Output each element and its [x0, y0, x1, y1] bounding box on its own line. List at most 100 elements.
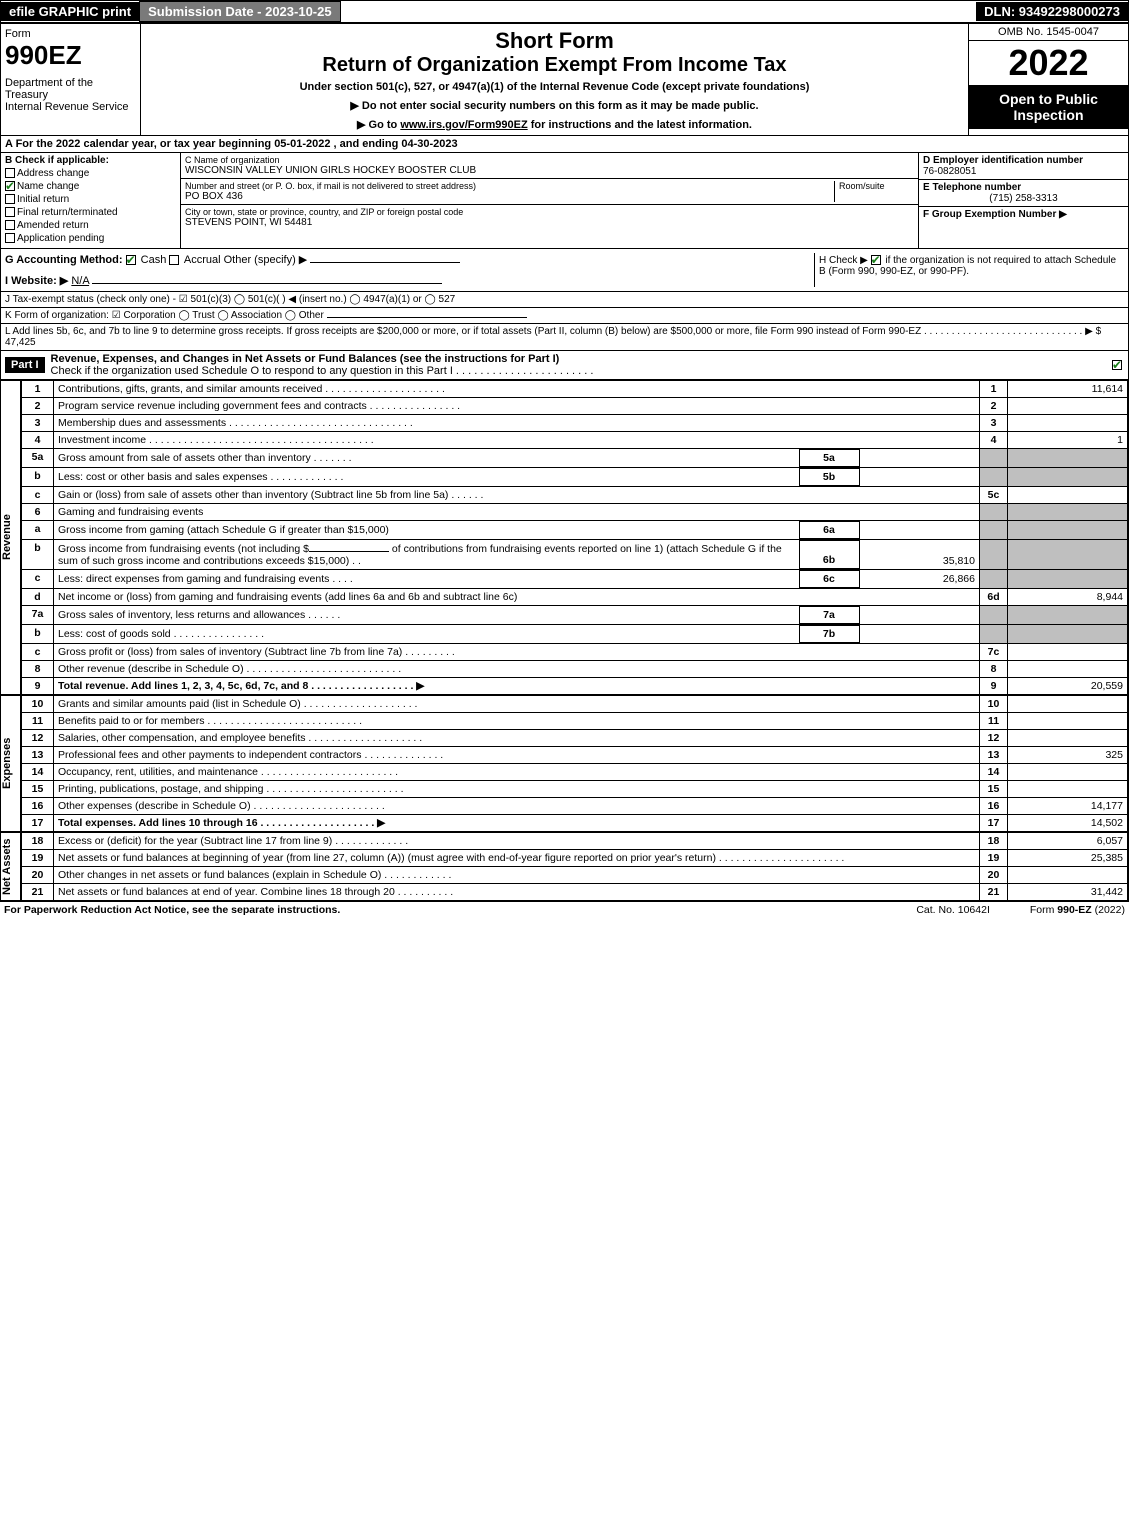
dept-label: Department of the Treasury Internal Reve…	[5, 77, 136, 113]
website-val: N/A	[71, 275, 89, 287]
phone-val: (715) 258-3313	[923, 193, 1124, 204]
line-13: 13Professional fees and other payments t…	[22, 747, 1128, 764]
row-g: G Accounting Method: Cash Accrual Other …	[5, 253, 814, 287]
phone-row: E Telephone number (715) 258-3313	[919, 180, 1128, 207]
open-public: Open to Public Inspection	[969, 85, 1128, 129]
form-header: Form 990EZ Department of the Treasury In…	[1, 24, 1128, 136]
website-line	[92, 283, 442, 284]
cb-address-change[interactable]: Address change	[5, 168, 176, 179]
cb-cash[interactable]	[126, 255, 136, 265]
expenses-side-label: Expenses	[1, 695, 21, 832]
revenue-section: Revenue 1Contributions, gifts, grants, a…	[1, 380, 1128, 695]
line-1: 1Contributions, gifts, grants, and simil…	[22, 381, 1128, 398]
line-11: 11Benefits paid to or for members . . . …	[22, 713, 1128, 730]
cb-name-change[interactable]: Name change	[5, 181, 176, 192]
line-20: 20Other changes in net assets or fund ba…	[22, 867, 1128, 884]
city-row: City or town, state or province, country…	[181, 205, 918, 230]
group-label: F Group Exemption Number ▶	[923, 209, 1067, 220]
cb-accrual[interactable]	[169, 255, 179, 265]
room-label: Room/suite	[839, 181, 914, 191]
ein-row: D Employer identification number 76-0828…	[919, 153, 1128, 180]
header-right: OMB No. 1545-0047 2022 Open to Public In…	[968, 24, 1128, 135]
line-10: 10Grants and similar amounts paid (list …	[22, 696, 1128, 713]
line-7c: cGross profit or (loss) from sales of in…	[22, 644, 1128, 661]
addr-row: Number and street (or P. O. box, if mail…	[181, 179, 918, 205]
cb-amended[interactable]: Amended return	[5, 220, 176, 231]
line-14: 14Occupancy, rent, utilities, and mainte…	[22, 764, 1128, 781]
city-label: City or town, state or province, country…	[185, 207, 914, 217]
netassets-section: Net Assets 18Excess or (deficit) for the…	[1, 832, 1128, 901]
col-c: C Name of organization WISCONSIN VALLEY …	[181, 153, 918, 248]
omb-number: OMB No. 1545-0047	[969, 24, 1128, 41]
form-title: Return of Organization Exempt From Incom…	[149, 54, 960, 77]
row-h: H Check ▶ if the organization is not req…	[814, 253, 1124, 287]
part-i-sub: Check if the organization used Schedule …	[51, 365, 594, 377]
footer-mid: Cat. No. 10642I	[916, 904, 990, 916]
under-section: Under section 501(c), 527, or 4947(a)(1)…	[149, 81, 960, 93]
goto-pre: ▶ Go to	[357, 119, 400, 131]
page-footer: For Paperwork Reduction Act Notice, see …	[0, 902, 1129, 918]
part-i-badge: Part I	[5, 357, 45, 373]
row-l-val: 47,425	[5, 337, 36, 348]
other-org-line	[327, 317, 527, 318]
cb-pending[interactable]: Application pending	[5, 233, 176, 244]
line-6a: aGross income from gaming (attach Schedu…	[22, 521, 1128, 540]
line-17: 17Total expenses. Add lines 10 through 1…	[22, 815, 1128, 832]
line-15: 15Printing, publications, postage, and s…	[22, 781, 1128, 798]
tax-year: 2022	[969, 41, 1128, 85]
other-input[interactable]	[310, 262, 460, 263]
col-b-header: B Check if applicable:	[5, 155, 176, 166]
revenue-table: 1Contributions, gifts, grants, and simil…	[21, 380, 1128, 695]
netassets-side-label: Net Assets	[1, 832, 21, 901]
addr-label: Number and street (or P. O. box, if mail…	[185, 181, 834, 191]
line-6d: dNet income or (loss) from gaming and fu…	[22, 589, 1128, 606]
row-k: K Form of organization: ☑ Corporation ◯ …	[1, 308, 1128, 324]
cb-label: Final return/terminated	[17, 207, 118, 218]
row-k-text: K Form of organization: ☑ Corporation ◯ …	[5, 310, 324, 321]
line-7a: 7aGross sales of inventory, less returns…	[22, 606, 1128, 625]
line-12: 12Salaries, other compensation, and empl…	[22, 730, 1128, 747]
line-18: 18Excess or (deficit) for the year (Subt…	[22, 833, 1128, 850]
form-number: 990EZ	[5, 40, 136, 71]
submission-date-label: Submission Date - 2023-10-25	[139, 1, 341, 22]
ein-val: 76-0828051	[923, 166, 976, 177]
other-label: Other (specify) ▶	[224, 254, 308, 266]
cb-label: Amended return	[17, 220, 89, 231]
org-name: WISCONSIN VALLEY UNION GIRLS HOCKEY BOOS…	[185, 165, 914, 176]
ein-label: D Employer identification number	[923, 155, 1083, 166]
col-b: B Check if applicable: Address change Na…	[1, 153, 181, 248]
form-container: Form 990EZ Department of the Treasury In…	[0, 23, 1129, 902]
col-d: D Employer identification number 76-0828…	[918, 153, 1128, 248]
cb-h[interactable]	[871, 255, 881, 265]
cb-part-i[interactable]	[1112, 360, 1122, 370]
line-4: 4Investment income . . . . . . . . . . .…	[22, 432, 1128, 449]
short-form-title: Short Form	[149, 28, 960, 54]
cb-label: Initial return	[17, 194, 69, 205]
line-5a: 5aGross amount from sale of assets other…	[22, 449, 1128, 468]
goto-post: for instructions and the latest informat…	[528, 119, 752, 131]
section-bc: B Check if applicable: Address change Na…	[1, 153, 1128, 249]
cb-label: Name change	[17, 181, 79, 192]
efile-print-label[interactable]: efile GRAPHIC print	[1, 2, 139, 21]
row-j: J Tax-exempt status (check only one) - ☑…	[1, 292, 1128, 308]
netassets-table: 18Excess or (deficit) for the year (Subt…	[21, 832, 1128, 901]
irs-link[interactable]: www.irs.gov/Form990EZ	[400, 119, 527, 131]
header-left: Form 990EZ Department of the Treasury In…	[1, 24, 141, 135]
row-l-text: L Add lines 5b, 6c, and 7b to line 9 to …	[5, 326, 1101, 337]
ssn-note: ▶ Do not enter social security numbers o…	[149, 99, 960, 112]
line-7b: bLess: cost of goods sold . . . . . . . …	[22, 625, 1128, 644]
h-pre: H Check ▶	[819, 255, 871, 266]
dln-label: DLN: 93492298000273	[976, 2, 1128, 21]
city-val: STEVENS POINT, WI 54481	[185, 217, 914, 228]
line-19: 19Net assets or fund balances at beginni…	[22, 850, 1128, 867]
cb-final-return[interactable]: Final return/terminated	[5, 207, 176, 218]
phone-label: E Telephone number	[923, 182, 1021, 193]
cb-initial-return[interactable]: Initial return	[5, 194, 176, 205]
line-2: 2Program service revenue including gover…	[22, 398, 1128, 415]
line-6b: bGross income from fundraising events (n…	[22, 540, 1128, 570]
line-3: 3Membership dues and assessments . . . .…	[22, 415, 1128, 432]
addr-val: PO BOX 436	[185, 191, 834, 202]
g-label: G Accounting Method:	[5, 254, 123, 266]
line-21: 21Net assets or fund balances at end of …	[22, 884, 1128, 901]
line-5b: bLess: cost or other basis and sales exp…	[22, 468, 1128, 487]
